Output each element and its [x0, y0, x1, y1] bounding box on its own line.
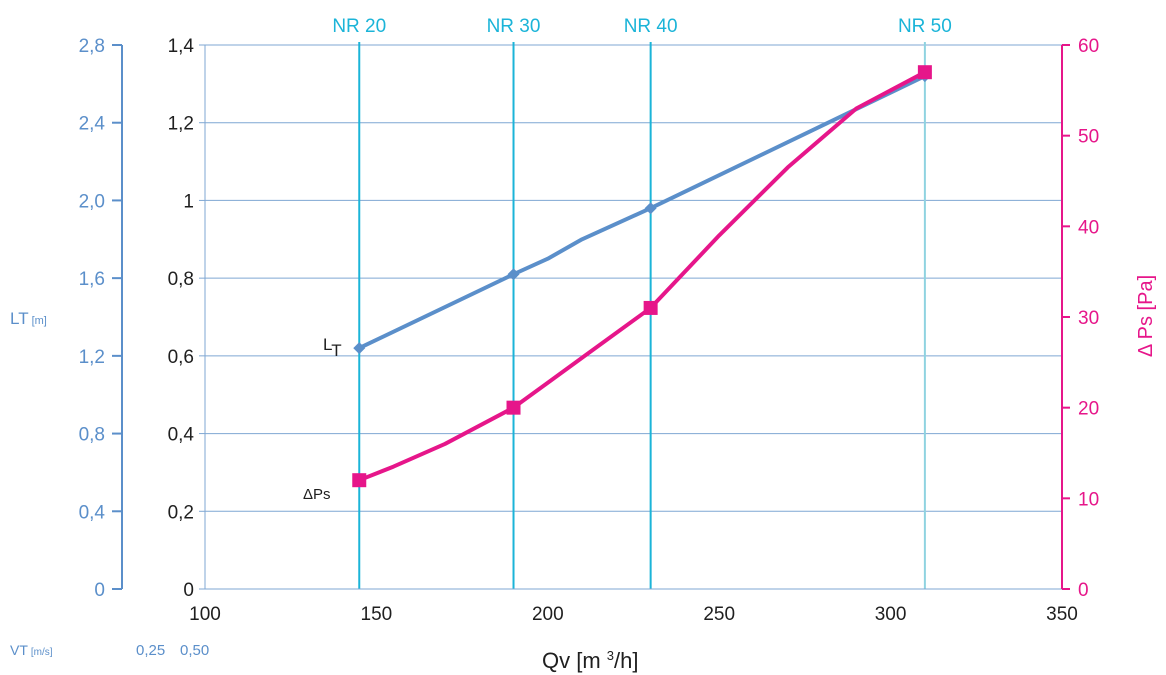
series-label-lt: LT	[323, 335, 342, 360]
series-label-dps: ΔPs	[303, 486, 331, 503]
series-line	[357, 74, 927, 351]
outer-y-tick-label: 0,8	[79, 425, 105, 446]
outer-y-tick-label: 2,8	[79, 36, 105, 57]
inner-y-tick-label: 0	[183, 580, 194, 601]
right-y-tick-label: 30	[1078, 308, 1099, 329]
x-tick-label: 250	[703, 604, 735, 625]
inner-y-tick-label: 0,6	[168, 347, 194, 368]
series-marker-square	[506, 400, 521, 415]
vt-value-1: 0,25	[136, 642, 165, 659]
labels: Qv [m 3/h] LT [m] Δ Ps [Pa] VT [m/s] 0,25 …	[10, 275, 1157, 673]
inner-y-tick-label: 0,8	[168, 269, 194, 290]
series-marker-square	[643, 300, 658, 315]
outer-y-tick-label: 0	[94, 580, 105, 601]
outer-y-tick-label: 1,2	[79, 347, 105, 368]
nr-line-label: NR 50	[898, 16, 952, 37]
series-line	[357, 70, 927, 483]
right-y-tick-label: 10	[1078, 489, 1099, 510]
series-group	[352, 65, 932, 488]
grid-lines	[205, 44, 1062, 512]
right-y-tick-label: 40	[1078, 217, 1099, 238]
nr-line-label: NR 30	[487, 16, 541, 37]
outer-y-axis-label: LT [m]	[10, 309, 47, 328]
inner-y-tick-label: 1,4	[168, 36, 195, 57]
vt-axis-label: VT [m/s]	[10, 642, 53, 658]
inner-y-tick-label: 0,2	[168, 502, 194, 523]
series-marker-diamond	[644, 202, 657, 215]
x-tick-label: 350	[1046, 604, 1078, 625]
series-marker-square	[917, 65, 932, 80]
outer-y-tick-label: 2,4	[79, 114, 106, 135]
series-marker-square	[352, 473, 367, 488]
x-tick-label: 300	[875, 604, 907, 625]
outer-y-tick-label: 2,0	[79, 191, 105, 212]
inner-y-tick-label: 1,2	[168, 114, 194, 135]
outer-y-tick-label: 0,4	[79, 502, 106, 523]
right-y-tick-label: 50	[1078, 127, 1099, 148]
x-axis-label: Qv [m 3/h]	[542, 648, 638, 673]
series-marker-diamond	[353, 342, 366, 355]
nr-reference-lines: NR 20 NR 30 NR 40 NR 50	[332, 16, 952, 589]
nr-line-label: NR 20	[332, 16, 386, 37]
right-y-tick-label: 20	[1078, 399, 1099, 420]
x-tick-label: 100	[189, 604, 221, 625]
x-tick-label: 150	[361, 604, 393, 625]
vt-value-2: 0,50	[180, 642, 209, 659]
axes: 100 150 200 250 300 35000,20,40,60,811,21,400…	[79, 36, 1100, 625]
series-marker-diamond	[507, 268, 520, 281]
x-tick-label: 200	[532, 604, 564, 625]
right-y-tick-label: 0	[1078, 580, 1089, 601]
outer-y-tick-label: 1,6	[79, 269, 105, 290]
right-y-tick-label: 60	[1078, 36, 1099, 57]
inner-y-tick-label: 1	[183, 191, 194, 212]
nr-line-label: NR 40	[624, 16, 678, 37]
right-y-axis-label: Δ Ps [Pa]	[1135, 275, 1157, 357]
inner-y-tick-label: 0,4	[168, 425, 195, 446]
